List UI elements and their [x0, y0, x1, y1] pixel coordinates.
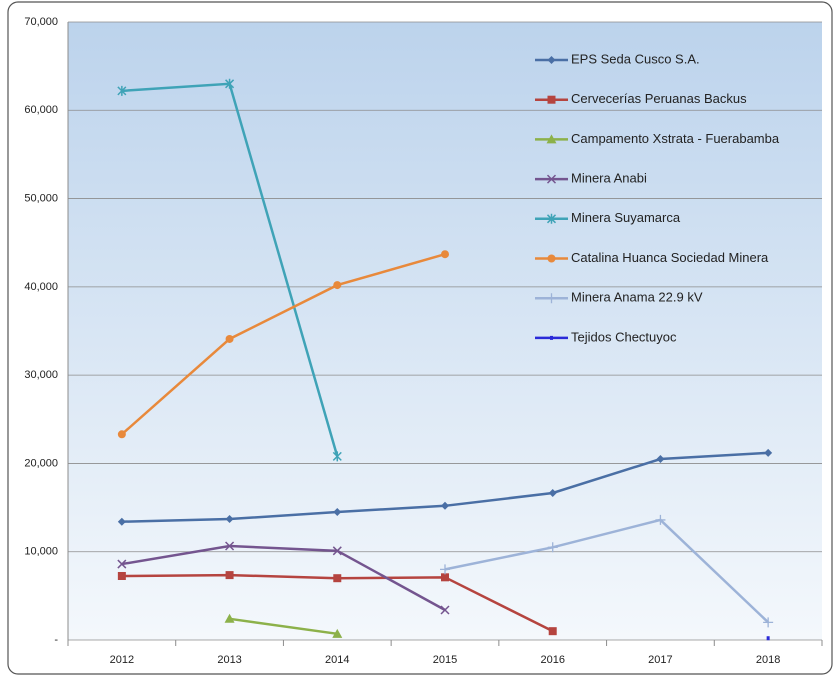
- marker: [117, 517, 126, 526]
- marker: [546, 134, 557, 144]
- marker: [547, 542, 558, 553]
- marker: [548, 627, 557, 636]
- marker: [117, 559, 127, 569]
- marker: [546, 293, 557, 304]
- marker: [441, 250, 449, 259]
- marker: [546, 213, 557, 224]
- marker: [332, 451, 342, 462]
- x-tick-label: 2012: [110, 654, 134, 666]
- series-line: [121, 252, 446, 436]
- marker: [117, 430, 126, 439]
- y-tick-label: -: [54, 634, 58, 646]
- marker: [225, 541, 235, 551]
- marker: [763, 617, 774, 628]
- marker: [547, 95, 556, 104]
- y-tick-label: 50,000: [24, 192, 58, 204]
- marker: [440, 605, 450, 615]
- plot-area: [68, 22, 822, 640]
- marker: [440, 564, 450, 575]
- x-tick-label: 2014: [325, 654, 349, 666]
- marker: [441, 573, 449, 582]
- marker: [333, 574, 342, 583]
- legend-label: Minera Anabi: [571, 171, 647, 186]
- marker: [547, 56, 556, 64]
- x-tick-label: 2017: [648, 654, 672, 666]
- legend-label: Minera Suyamarca: [571, 210, 681, 225]
- y-tick-label: 70,000: [24, 16, 58, 28]
- series-line: [229, 617, 338, 636]
- marker: [332, 546, 342, 556]
- y-tick-label: 30,000: [24, 369, 58, 381]
- marker: [117, 85, 127, 96]
- marker: [333, 281, 342, 290]
- marker: [225, 571, 234, 580]
- marker: [332, 628, 343, 638]
- series-line: [444, 518, 770, 624]
- marker: [225, 515, 234, 524]
- marker: [764, 448, 773, 457]
- legend-label: Tejidos Chectuyoc: [571, 329, 677, 344]
- legend-label: EPS Seda Cusco S.A.: [571, 51, 700, 66]
- marker: [546, 174, 557, 184]
- series-line: [121, 544, 446, 612]
- marker: [117, 571, 126, 580]
- legend-label: Minera Anama 22.9 kV: [571, 290, 703, 305]
- marker: [333, 507, 342, 516]
- marker: [225, 78, 235, 89]
- x-tick-label: 2016: [540, 654, 564, 666]
- marker: [655, 514, 666, 525]
- marker: [441, 501, 449, 510]
- marker: [547, 254, 556, 263]
- y-tick-label: 60,000: [24, 104, 58, 116]
- legend-label: Cervecerías Peruanas Backus: [571, 91, 747, 106]
- y-tick-label: 20,000: [24, 457, 58, 469]
- marker: [224, 613, 235, 623]
- x-tick-label: 2013: [217, 654, 241, 666]
- legend-label: Campamento Xstrata - Fuerabamba: [571, 131, 780, 146]
- x-tick-label: 2018: [756, 654, 780, 666]
- marker: [225, 334, 234, 343]
- legend-label: Catalina Huanca Sociedad Minera: [571, 250, 769, 265]
- y-tick-label: 40,000: [24, 281, 58, 293]
- marker: [548, 489, 557, 498]
- y-tick-label: 10,000: [24, 546, 58, 558]
- marker: [656, 455, 665, 464]
- x-tick-label: 2015: [433, 654, 457, 666]
